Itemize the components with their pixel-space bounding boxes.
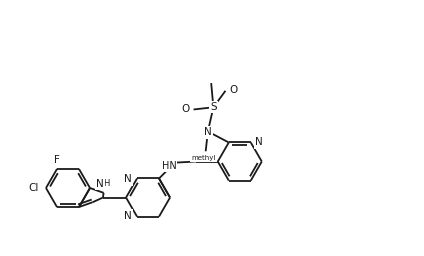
Text: H: H bbox=[103, 179, 110, 188]
Text: N: N bbox=[124, 175, 132, 185]
Text: S: S bbox=[210, 102, 217, 112]
Text: F: F bbox=[54, 155, 60, 165]
Text: HN: HN bbox=[162, 161, 176, 171]
Text: Cl: Cl bbox=[29, 183, 39, 193]
Text: N: N bbox=[96, 179, 103, 189]
Text: O: O bbox=[181, 104, 190, 114]
Text: O: O bbox=[229, 85, 237, 95]
Text: N: N bbox=[124, 211, 132, 221]
Text: methyl: methyl bbox=[192, 155, 216, 161]
Text: N: N bbox=[204, 127, 212, 137]
Text: N: N bbox=[255, 137, 262, 147]
